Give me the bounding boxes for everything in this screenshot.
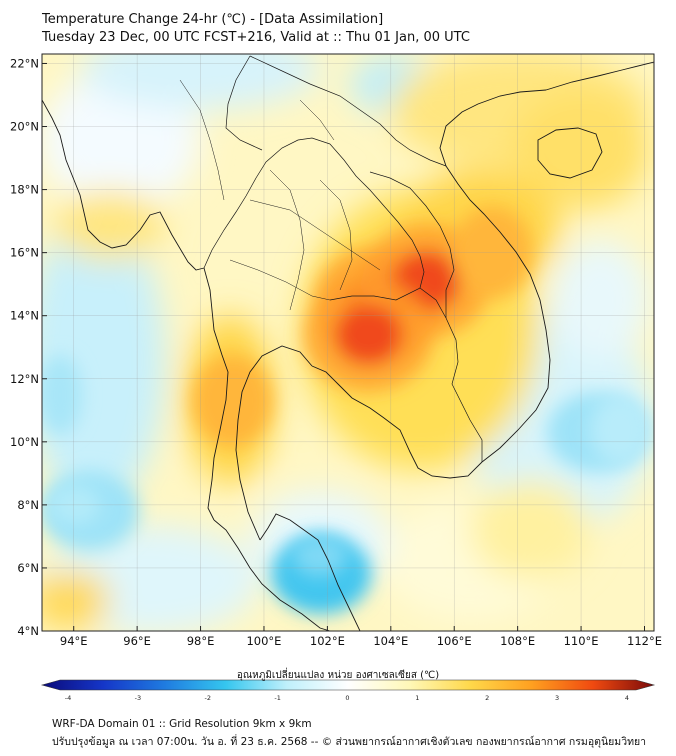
plot-frame (41, 53, 655, 632)
border-thailand-laos (329, 143, 425, 289)
lon-label: 104°E (373, 634, 408, 648)
lat-label: 20°N (10, 120, 39, 134)
colorbar-tick-label: 2 (485, 694, 489, 702)
coastline-andaman-tenasserim (203, 267, 229, 521)
colorbar-tick-label: -3 (135, 694, 141, 702)
lon-label: 100°E (246, 634, 281, 648)
coastline-myanmar-west (42, 99, 205, 271)
lon-label: 98°E (187, 634, 215, 648)
border-cambodia-vietnam (445, 317, 483, 462)
tick-marks (42, 62, 645, 631)
map-title: Temperature Change 24-hr (℃) - [Data Ass… (42, 12, 384, 27)
coastline-malay-west (213, 519, 331, 631)
border-myanmar-thailand (203, 137, 331, 269)
coastlines-and-borders (42, 55, 654, 631)
colorbar-tick-label: 4 (625, 694, 629, 702)
lat-label: 10°N (10, 435, 39, 449)
border-internal-province-2 (269, 169, 305, 311)
coastline-south-china (545, 61, 654, 91)
colorbar-bar (40, 679, 656, 691)
field-broad-patterns (42, 54, 654, 631)
lon-label: 108°E (500, 634, 535, 648)
coastline-malay-east (259, 513, 361, 631)
colorbar: -4 -3 -2 -1 0 1 2 3 4 (40, 679, 656, 702)
lat-label: 6°N (17, 561, 39, 575)
coastline-hainan (537, 127, 603, 179)
lat-label: 12°N (10, 372, 39, 386)
coastline-gulf-east (311, 365, 483, 479)
lat-label: 8°N (17, 498, 39, 512)
colorbar-tick-label: -2 (205, 694, 211, 702)
anomaly-warm-myanmar-tenasserim (192, 354, 273, 447)
field-cool-details (42, 355, 650, 576)
colorbar-tick-label: 0 (345, 694, 349, 702)
border-laos-vietnam (369, 171, 455, 318)
coastline-vietnam (439, 89, 551, 463)
colorbar-tick-label: -1 (274, 694, 280, 702)
anomaly-warm-core-tonle-sap (334, 304, 403, 365)
coastline-gulf-west (235, 345, 313, 541)
colorbar-tick-label: -4 (65, 694, 71, 702)
border-thailand-cambodia (329, 287, 447, 319)
lon-label: 94°E (60, 634, 88, 648)
lat-label: 14°N (10, 309, 39, 323)
lon-label: 112°E (627, 634, 662, 648)
border-internal-province-1 (249, 199, 381, 271)
border-internal-province-5 (179, 79, 225, 201)
border-china-north (249, 55, 447, 167)
footer-line-credits: ปรับปรุงข้อมูล ณ เวลา 07:00น. วัน อ. ที่… (52, 736, 647, 748)
footer-line-model: WRF-DA Domain 01 :: Grid Resolution 9km … (52, 718, 312, 730)
lat-axis-labels: 22°N 20°N 18°N 16°N 14°N 12°N 10°N 8°N 6°N 4°N (10, 56, 39, 638)
lat-label: 4°N (17, 624, 39, 638)
border-china-myanmar (225, 55, 263, 151)
colorbar-tick-label: 1 (415, 694, 419, 702)
border-internal-province-4 (229, 259, 331, 301)
lon-label: 102°E (310, 634, 345, 648)
colorbar-title: อุณหภูมิเปลี่ยนแปลง หน่วย องศาเซลเซียส (… (236, 670, 440, 681)
lon-label: 96°E (123, 634, 151, 648)
colorbar-tick-label: 3 (555, 694, 559, 702)
border-internal-province-6 (299, 99, 335, 141)
colorbar-ticks: -4 -3 -2 -1 0 1 2 3 4 (65, 694, 629, 702)
map-subtitle: Tuesday 23 Dec, 00 UTC FCST+216, Valid a… (42, 30, 470, 45)
plot-area (42, 54, 654, 631)
lat-label: 16°N (10, 246, 39, 260)
lat-label: 18°N (10, 183, 39, 197)
lon-axis-labels: 94°E 96°E 98°E 100°E 102°E 104°E 106°E 108°E 110… (60, 634, 662, 648)
border-internal-province-3 (319, 179, 353, 291)
lat-label: 22°N (10, 56, 39, 70)
lon-label: 110°E (564, 634, 599, 648)
lon-label: 106°E (437, 634, 472, 648)
